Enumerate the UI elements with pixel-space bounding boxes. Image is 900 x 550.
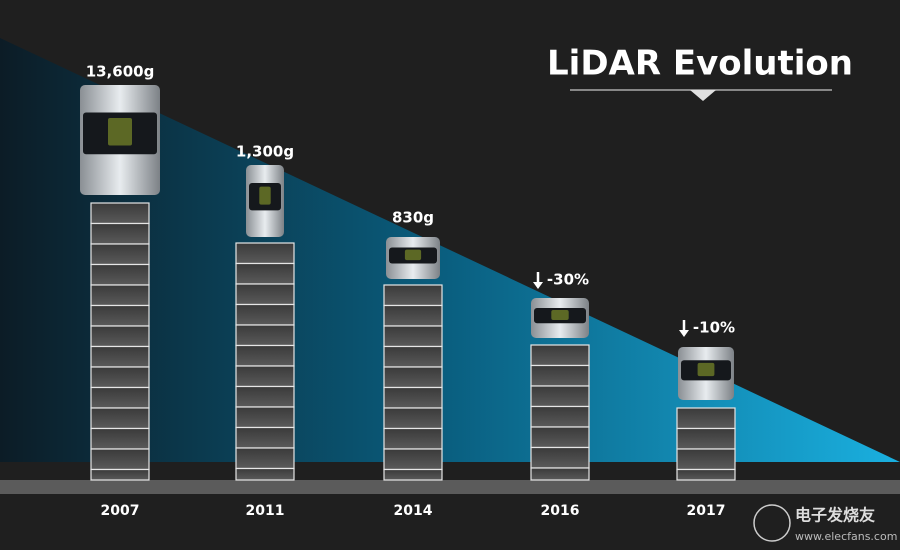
bar-block	[530, 385, 590, 408]
bar-block	[383, 468, 443, 481]
weight-label: -30%	[547, 271, 589, 289]
bar-block	[235, 303, 295, 326]
bar-block	[90, 304, 150, 327]
bar-block	[235, 324, 295, 347]
weight-label: 830g	[392, 209, 434, 227]
bar-block	[530, 467, 590, 481]
bar-block	[676, 448, 736, 471]
down-arrow-head	[679, 330, 689, 337]
bar-block	[383, 427, 443, 450]
bar-block	[90, 407, 150, 430]
watermark-name: 电子发烧友	[795, 506, 876, 525]
watermark: 电子发烧友 www.elecfans.com	[753, 504, 897, 543]
bar-block	[383, 407, 443, 430]
down-arrow-head	[533, 282, 543, 289]
year-label: 2016	[541, 503, 580, 519]
year-label: 2017	[687, 503, 726, 519]
bar-block	[383, 325, 443, 348]
bar-block	[90, 366, 150, 389]
bar-block	[383, 345, 443, 368]
bar-block	[676, 427, 736, 450]
bar-block	[383, 304, 443, 327]
unit-glint	[404, 249, 422, 261]
bar-block	[90, 448, 150, 471]
bar-block	[235, 467, 295, 481]
bar-block	[383, 448, 443, 471]
unit-glint	[259, 186, 271, 205]
title: LiDAR Evolution	[547, 44, 853, 84]
unit-glint	[551, 310, 569, 320]
bar-block	[383, 386, 443, 409]
bar-block	[383, 284, 443, 307]
lidar-unit	[531, 298, 589, 338]
watermark-logo	[753, 504, 791, 542]
title-pointer	[690, 90, 716, 101]
lidar-unit	[678, 347, 734, 400]
year-label: 2011	[246, 503, 285, 519]
bar-block	[235, 385, 295, 408]
bar-block	[90, 427, 150, 450]
year-label: 2007	[101, 503, 140, 519]
bar-block	[530, 405, 590, 428]
bar-block	[90, 386, 150, 409]
lidar-unit	[386, 237, 440, 279]
weight-label: 1,300g	[236, 143, 294, 161]
bar-block	[383, 366, 443, 389]
bar-block	[235, 262, 295, 285]
bar-block	[235, 283, 295, 306]
bar-block	[530, 344, 590, 367]
weight-label: -10%	[693, 319, 735, 337]
ground	[0, 480, 900, 494]
bar-block	[90, 263, 150, 286]
bar-block	[235, 344, 295, 367]
bar-block	[90, 468, 150, 481]
bar-block	[90, 325, 150, 348]
bar-block	[235, 365, 295, 388]
bar-block	[90, 284, 150, 307]
bar-block	[530, 446, 590, 469]
bar-block	[235, 242, 295, 265]
year-label: 2014	[394, 503, 433, 519]
lidar-unit	[246, 165, 284, 237]
bar-block	[235, 447, 295, 470]
trend-triangle	[0, 38, 900, 462]
bar-block	[90, 345, 150, 368]
weight-label: 13,600g	[86, 63, 155, 81]
watermark-url: www.elecfans.com	[795, 530, 897, 543]
bar-block	[235, 426, 295, 449]
bar-block	[90, 222, 150, 245]
bar-block	[90, 243, 150, 266]
bar-block	[90, 202, 150, 225]
bar-block	[235, 406, 295, 429]
bar-block	[530, 426, 590, 449]
unit-glint	[108, 118, 132, 146]
bar-block	[676, 468, 736, 481]
bar-block	[530, 364, 590, 387]
unit-glint	[697, 362, 715, 377]
bar-block	[676, 407, 736, 430]
lidar-unit	[80, 85, 160, 195]
